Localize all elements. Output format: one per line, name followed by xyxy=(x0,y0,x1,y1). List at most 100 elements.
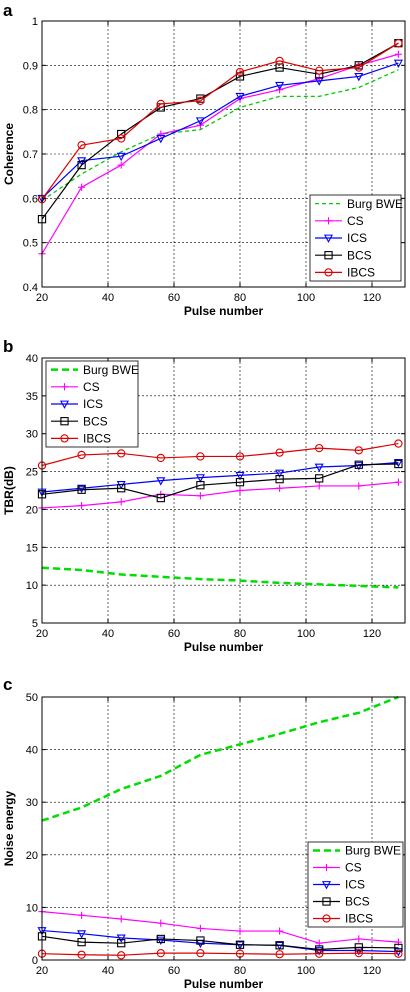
legend-entry: CS xyxy=(315,214,364,228)
legend-label: ICS xyxy=(347,231,367,245)
data-point xyxy=(394,50,402,58)
legend: Burg BWE CS ICS BCS IBCS xyxy=(45,360,139,448)
legend-label: BCS xyxy=(83,414,108,428)
data-point xyxy=(315,66,324,75)
data-point xyxy=(275,56,284,66)
series-line xyxy=(41,461,399,493)
data-point xyxy=(117,951,126,960)
data-point xyxy=(275,474,284,484)
y-tick-label: 50 xyxy=(26,692,38,704)
data-point xyxy=(235,471,245,481)
x-tick-label: 120 xyxy=(363,292,381,304)
legend-entry: BCS xyxy=(313,895,370,909)
data-point xyxy=(275,448,284,457)
legend: Burg BWE CS ICS BCS IBCS xyxy=(307,841,404,928)
y-tick-label: 15 xyxy=(26,542,38,554)
data-point xyxy=(195,117,205,126)
data-point xyxy=(78,183,86,191)
data-point xyxy=(235,452,245,461)
x-tick-label: 120 xyxy=(363,965,381,977)
legend-label: Burg BWE xyxy=(347,197,403,211)
y-tick-label: 35 xyxy=(26,391,38,403)
y-axis-title: TBR(dB) xyxy=(2,466,16,515)
data-point xyxy=(157,919,165,927)
series-line xyxy=(41,463,399,499)
series-burg-bwe xyxy=(41,566,399,589)
x-tick-label: 80 xyxy=(234,292,246,304)
data-point xyxy=(116,934,126,943)
series-cs xyxy=(38,908,402,947)
data-point xyxy=(156,493,165,503)
data-point xyxy=(156,477,166,486)
axes-frame xyxy=(41,696,406,961)
x-tick-label: 20 xyxy=(36,292,48,304)
legend-entry: ICS xyxy=(51,397,103,411)
data-point xyxy=(116,152,126,162)
legend-label: Burg BWE xyxy=(345,844,401,858)
series-bcs xyxy=(37,459,403,503)
series-line xyxy=(41,695,399,822)
legend-entry: CS xyxy=(313,861,362,875)
data-point xyxy=(276,484,284,492)
x-tick-label: 80 xyxy=(234,965,246,977)
y-tick-label: 10 xyxy=(26,580,38,592)
panel-letter: c xyxy=(3,675,12,694)
legend-label: CS xyxy=(83,380,100,394)
y-tick-label: 1 xyxy=(32,16,38,28)
y-tick-label: 40 xyxy=(26,745,38,757)
y-tick-label: 5 xyxy=(32,618,38,630)
data-point xyxy=(394,459,403,469)
series-bcs xyxy=(37,932,403,954)
y-tick-label: 25 xyxy=(26,467,38,479)
series-ibcs xyxy=(37,39,403,204)
data-point xyxy=(156,453,165,463)
y-tick-label: 0.6 xyxy=(23,193,38,205)
data-point xyxy=(275,63,284,72)
legend-entry: Burg BWE xyxy=(51,363,139,377)
data-point xyxy=(77,485,86,494)
legend-label: CS xyxy=(345,861,362,875)
x-tick-label: 80 xyxy=(234,628,246,640)
y-tick-label: 10 xyxy=(26,902,38,914)
data-point xyxy=(275,941,284,950)
x-tick-label: 60 xyxy=(168,292,180,304)
data-point xyxy=(196,452,205,461)
data-point xyxy=(156,934,165,944)
data-point xyxy=(77,450,86,460)
grid xyxy=(42,697,405,960)
x-tick-label: 60 xyxy=(168,965,180,977)
data-point xyxy=(117,134,126,143)
legend-entry: ICS xyxy=(313,878,365,892)
x-tick-label: 20 xyxy=(36,628,48,640)
x-tick-label: 60 xyxy=(168,628,180,640)
data-point xyxy=(315,443,324,453)
data-point xyxy=(117,915,125,923)
data-point xyxy=(77,930,87,939)
legend-entry: Burg BWE xyxy=(315,197,403,211)
legend-entry: Burg BWE xyxy=(313,844,401,858)
data-point xyxy=(354,943,363,952)
data-point xyxy=(354,446,363,455)
data-point xyxy=(196,936,205,945)
data-point xyxy=(355,482,363,490)
series-line xyxy=(41,929,399,953)
legend-entry: IBCS xyxy=(51,432,111,446)
chart-panel-b: b 20 40 60 80 100 120 5 10 15 20 25 30 35 40 Pulse numb… xyxy=(2,337,406,654)
data-point xyxy=(196,96,205,105)
x-tick-label: 40 xyxy=(102,628,114,640)
data-point xyxy=(394,439,403,448)
series-line xyxy=(41,481,399,509)
data-point xyxy=(157,130,165,138)
data-point xyxy=(354,63,363,72)
data-point xyxy=(78,911,86,919)
data-point xyxy=(196,924,204,933)
legend-label: IBCS xyxy=(83,432,111,446)
data-point xyxy=(394,949,403,958)
data-point xyxy=(235,92,245,102)
data-point xyxy=(117,939,126,948)
legend-label: IBCS xyxy=(347,266,375,280)
panel-letter: b xyxy=(3,337,13,356)
data-point xyxy=(117,161,125,169)
x-tick-label: 40 xyxy=(102,292,114,304)
series-burg-bwe xyxy=(41,69,399,202)
